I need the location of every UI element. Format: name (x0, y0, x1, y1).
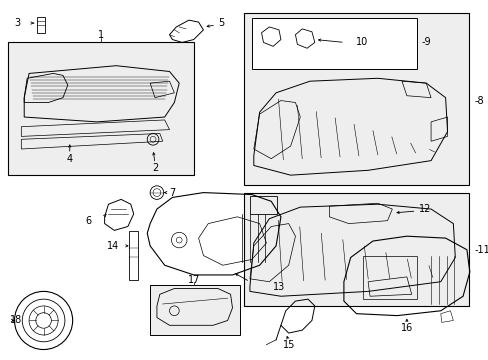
Text: 10: 10 (355, 37, 367, 48)
Text: 12: 12 (418, 204, 430, 214)
Text: 14: 14 (106, 241, 119, 251)
Text: 13: 13 (272, 282, 285, 292)
Text: -9: -9 (421, 37, 430, 48)
Text: 4: 4 (66, 154, 73, 164)
Text: -8: -8 (474, 95, 483, 105)
Text: 7: 7 (169, 188, 175, 198)
Bar (363, 256, 416, 299)
Text: 2: 2 (152, 163, 158, 174)
Text: 3: 3 (15, 18, 20, 28)
Bar (128, 231, 137, 280)
Bar (249, 197, 277, 214)
Bar (150, 285, 240, 335)
Text: 6: 6 (85, 216, 91, 226)
Text: 15: 15 (282, 340, 294, 350)
Text: 16: 16 (400, 323, 412, 333)
Bar (37, 17, 44, 33)
Text: 1: 1 (98, 30, 103, 40)
Bar (244, 13, 468, 185)
Text: -11: -11 (474, 245, 488, 255)
Text: 18: 18 (10, 315, 22, 325)
Bar (8, 42, 193, 175)
Text: 5: 5 (218, 18, 224, 28)
Text: 17: 17 (187, 275, 200, 285)
Bar (244, 193, 468, 306)
Bar (251, 18, 416, 69)
